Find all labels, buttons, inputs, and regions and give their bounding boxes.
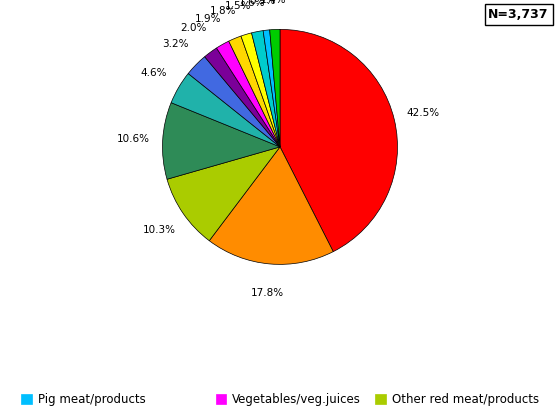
Wedge shape <box>188 57 280 147</box>
Text: 42.5%: 42.5% <box>406 108 440 118</box>
Wedge shape <box>263 30 280 147</box>
Text: 17.8%: 17.8% <box>250 288 284 298</box>
Text: 2.0%: 2.0% <box>180 24 206 33</box>
Wedge shape <box>228 36 280 147</box>
Text: 1.9%: 1.9% <box>195 14 221 24</box>
Wedge shape <box>209 147 333 264</box>
Wedge shape <box>280 29 398 252</box>
Text: 1.8%: 1.8% <box>210 6 237 16</box>
Text: 1.6%: 1.6% <box>239 0 265 8</box>
Text: 3.2%: 3.2% <box>162 39 188 49</box>
Wedge shape <box>217 41 280 147</box>
Wedge shape <box>162 103 280 179</box>
Text: 1.4%: 1.4% <box>260 0 287 5</box>
Text: 0.9%: 0.9% <box>250 0 276 6</box>
Text: 4.6%: 4.6% <box>140 68 166 78</box>
Wedge shape <box>241 33 280 147</box>
Wedge shape <box>171 73 280 147</box>
Text: 10.6%: 10.6% <box>117 134 150 144</box>
Wedge shape <box>204 48 280 147</box>
Wedge shape <box>270 29 280 147</box>
Text: N=3,737: N=3,737 <box>488 8 549 21</box>
Wedge shape <box>251 31 280 147</box>
Legend: Pig meat/products, Bakery products, Other poultry meat/product, Mixed food/buffe: Pig meat/products, Bakery products, Othe… <box>21 393 539 408</box>
Wedge shape <box>167 147 280 241</box>
Text: 10.3%: 10.3% <box>142 225 175 235</box>
Text: 1.5%: 1.5% <box>225 1 251 11</box>
